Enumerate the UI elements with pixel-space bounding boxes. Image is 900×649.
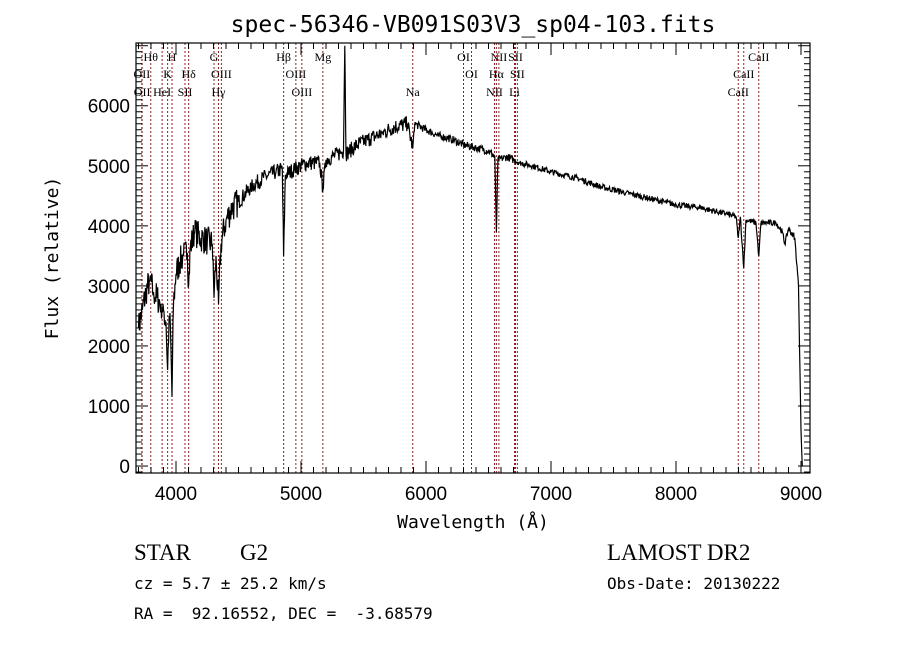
object-subclass: G2 <box>240 540 268 565</box>
spectral-line-label: CaII <box>748 50 769 64</box>
spectral-line-label: HeI <box>153 85 171 99</box>
plot-frame <box>135 42 811 474</box>
spectral-line-label: OI <box>465 67 478 81</box>
spectral-line-label: SII <box>510 67 525 81</box>
x-axis-label: Wavelength (Å) <box>397 511 549 533</box>
y-tick-label: 3000 <box>88 277 130 298</box>
spectral-line-label: Hδ <box>181 67 196 81</box>
spectral-line-label: G <box>210 50 219 64</box>
spectral-line-label: Hθ <box>144 50 159 64</box>
x-tick-label: 9000 <box>780 484 822 505</box>
spectral-line-label: Li <box>509 85 520 99</box>
axis-ticks: 4000 5000 6000 7000 8000 9000 0 1000 2000 3000 400… <box>88 43 822 505</box>
ra-dec-coords: RA = 92.16552, DEC = -3.68579 <box>134 604 433 623</box>
spectral-line-label: K <box>163 67 172 81</box>
spectral-line-label: Hγ <box>212 85 227 99</box>
y-tick-label: 5000 <box>88 157 130 178</box>
spectral-line-label: CaII <box>728 85 749 99</box>
spectral-line-label: Hα <box>489 67 505 81</box>
spectral-line-label: OI <box>457 50 470 64</box>
y-tick-label: 6000 <box>88 97 130 118</box>
spectral-line-label: OIII <box>292 85 313 99</box>
spectral-line-label: SII <box>508 50 523 64</box>
x-tick-label: 4000 <box>155 484 197 505</box>
y-tick-label: 4000 <box>88 217 130 238</box>
spectral-line-label: NII <box>491 50 508 64</box>
x-tick-label: 7000 <box>530 484 572 505</box>
object-class: STAR <box>134 540 192 565</box>
y-tick-label: 1000 <box>88 397 130 418</box>
spectrum-line <box>137 45 803 467</box>
spectral-line-label: OII <box>134 85 151 99</box>
x-tick-label: 6000 <box>405 484 447 505</box>
spectral-line-label: OIII <box>286 67 307 81</box>
spectral-line-label: OII <box>134 67 151 81</box>
spectral-line-label: NII <box>486 85 503 99</box>
obs-date: Obs-Date: 20130222 <box>607 574 780 593</box>
y-tick-label: 0 <box>119 457 130 478</box>
spectral-line-label: SII <box>178 85 193 99</box>
x-tick-label: 8000 <box>655 484 697 505</box>
survey-name: LAMOST DR2 <box>607 540 750 565</box>
y-tick-label: 2000 <box>88 337 130 358</box>
x-tick-label: 5000 <box>280 484 322 505</box>
y-axis-label: Flux (relative) <box>42 177 63 340</box>
spectral-line-label: Hβ <box>276 50 291 64</box>
spectral-line-label: Na <box>406 85 421 99</box>
spectral-line-label: Mg <box>315 50 332 64</box>
spectral-line-label: CaII <box>733 67 754 81</box>
spectral-line-label: OIII <box>211 67 232 81</box>
redshift-cz: cz = 5.7 ± 25.2 km/s <box>134 574 327 593</box>
chart-title: spec-56346-VB091S03V3_sp04-103.fits <box>231 12 716 38</box>
spectral-line-label: H <box>168 50 177 64</box>
